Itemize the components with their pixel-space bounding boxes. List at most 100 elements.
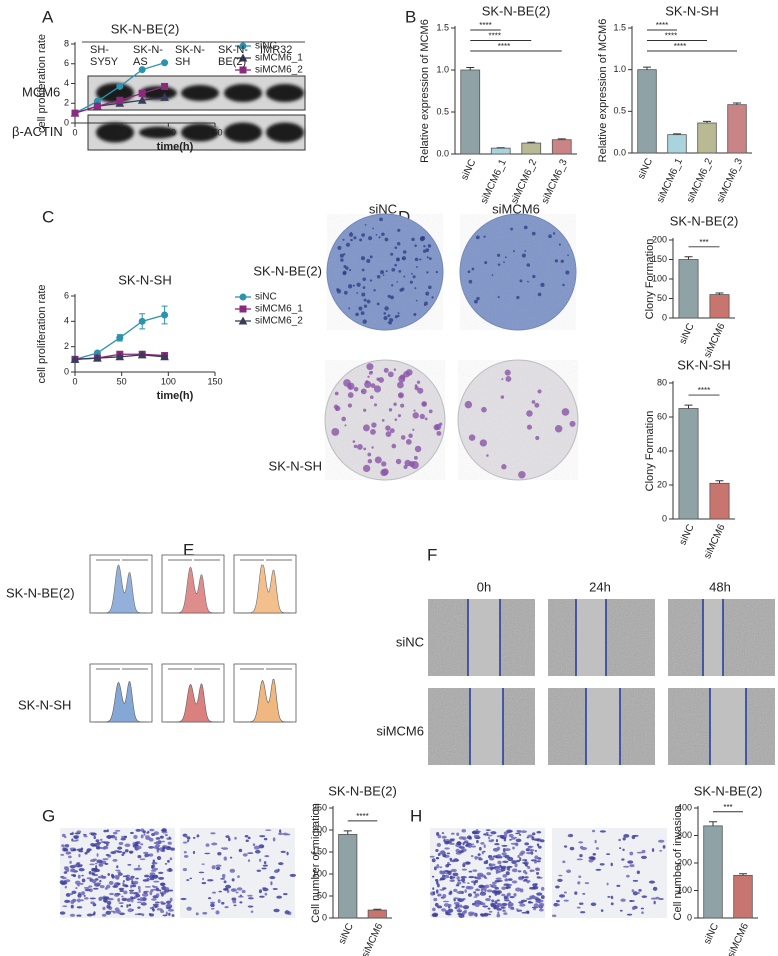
colony [409, 280, 413, 284]
cell [79, 899, 84, 902]
error-bar [466, 66, 475, 70]
cell [539, 839, 545, 843]
cell [449, 842, 455, 845]
cell [515, 832, 520, 835]
colony [360, 311, 365, 315]
cell [110, 873, 114, 878]
cell [122, 880, 125, 883]
cell [114, 829, 121, 832]
cell [169, 897, 173, 902]
cell [511, 880, 518, 884]
cell [519, 857, 522, 861]
cell [95, 865, 98, 870]
wound-gap [576, 599, 606, 676]
cell [504, 854, 510, 859]
colony [414, 384, 418, 387]
cell [631, 889, 635, 893]
cell [158, 876, 165, 880]
colony [356, 444, 363, 450]
cell [131, 909, 134, 911]
cell [521, 911, 527, 914]
cell [510, 838, 516, 840]
cell [81, 874, 84, 877]
legend-marker [239, 305, 247, 313]
colony [491, 274, 494, 276]
cell [278, 832, 283, 836]
colony [521, 253, 526, 258]
cell [512, 846, 515, 850]
cell [114, 894, 120, 897]
colony [554, 424, 563, 433]
cell [264, 855, 270, 858]
cell [491, 889, 498, 894]
cell [229, 868, 236, 873]
cell [270, 881, 273, 885]
cell [526, 880, 530, 884]
blot-band [224, 84, 262, 102]
cell [456, 832, 460, 836]
cell [440, 877, 446, 881]
y-axis-label: cell proliferation rate [36, 34, 48, 133]
panel-label: E [183, 540, 194, 559]
cell [501, 844, 508, 847]
cell [606, 882, 609, 886]
cell [165, 900, 171, 905]
colony [400, 435, 406, 440]
cell [500, 865, 507, 869]
cell [151, 865, 154, 869]
cell [224, 905, 229, 909]
cell [70, 904, 74, 909]
colony [353, 386, 359, 392]
cell [436, 880, 439, 885]
colony [569, 420, 576, 427]
cell [584, 882, 590, 885]
y-axis-label: Relative expression of MCM6 [419, 19, 431, 163]
cell [491, 881, 497, 885]
colony [524, 249, 527, 252]
cell [629, 864, 635, 868]
cell [272, 837, 276, 842]
colony [505, 375, 512, 382]
colony [560, 259, 564, 263]
cell [504, 848, 511, 852]
cell [77, 883, 80, 887]
cell [442, 887, 447, 890]
cell [156, 848, 160, 853]
cell [503, 833, 508, 838]
colony [331, 428, 340, 436]
cell [61, 876, 67, 880]
cell [461, 868, 468, 871]
cell [143, 833, 146, 836]
colony [364, 223, 367, 226]
cell [582, 893, 586, 895]
colony [435, 270, 439, 274]
cell-line-label: SK-N-BE(2) [218, 44, 248, 68]
cell [237, 875, 240, 878]
cell [566, 869, 572, 874]
cell [474, 893, 480, 897]
cell [215, 866, 221, 870]
cell [149, 907, 154, 910]
cell [117, 846, 123, 850]
cell [91, 867, 96, 872]
cell [225, 835, 230, 838]
cell [62, 905, 68, 908]
colony [363, 298, 367, 302]
cell [478, 858, 483, 861]
cell [494, 900, 498, 904]
colony [371, 446, 374, 449]
cell [182, 868, 188, 872]
cell [622, 848, 625, 852]
cell [83, 835, 88, 838]
colony [503, 261, 505, 264]
colony [408, 433, 413, 438]
cell [137, 906, 141, 909]
category-label: siNC [677, 322, 696, 346]
colony [362, 319, 367, 324]
cell [436, 842, 442, 848]
colony [353, 236, 357, 240]
cell [437, 853, 441, 856]
cell [129, 851, 133, 854]
cell [662, 845, 666, 849]
cell [229, 856, 233, 859]
